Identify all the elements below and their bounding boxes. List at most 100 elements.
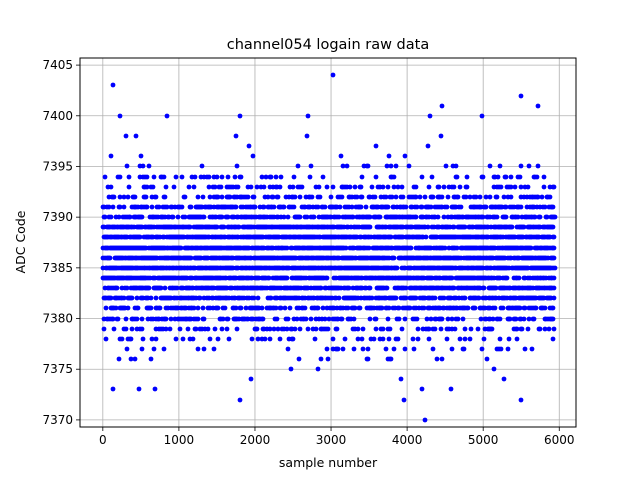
data-point [113,305,119,311]
data-point [444,204,450,210]
data-point [117,204,123,210]
data-point [347,184,353,190]
data-points [100,72,558,423]
data-point [360,346,366,352]
data-point [355,336,361,342]
data-point [462,224,468,230]
data-point [111,194,117,200]
x-tick-label: 3000 [316,433,347,447]
data-point [455,316,461,322]
data-point [525,326,531,332]
data-point [393,163,399,169]
x-tick-label: 6000 [544,433,575,447]
data-point [124,346,130,352]
data-point [102,214,108,220]
data-point [518,204,524,210]
data-point [373,326,379,332]
data-point [238,305,244,311]
data-point [144,174,150,180]
data-point [260,316,266,322]
data-point [250,153,256,159]
data-point [214,224,220,230]
data-point [125,305,131,311]
data-point [550,224,556,230]
data-point [270,194,276,200]
data-point [451,224,457,230]
data-point [413,214,419,220]
data-point [219,194,225,200]
data-point [325,356,331,362]
data-point [439,103,445,109]
data-point [367,224,373,230]
data-point [232,174,238,180]
data-point [292,326,298,332]
data-point [401,397,407,403]
data-point [261,204,267,210]
data-point [443,163,449,169]
data-point [328,194,334,200]
data-point [544,214,550,220]
data-point [449,346,455,352]
data-point [414,316,420,322]
data-point [359,194,365,200]
data-point [316,184,322,190]
data-point [284,245,290,251]
data-point [500,305,506,311]
data-point [136,386,142,392]
data-point [455,194,461,200]
data-point [297,326,303,332]
data-point [285,346,291,352]
data-point [373,174,379,180]
data-point [275,194,281,200]
data-point [349,204,355,210]
data-point [467,194,473,200]
data-point [182,194,188,200]
data-point [439,194,445,200]
data-point [115,316,121,322]
data-point [284,326,290,332]
data-point [439,316,445,322]
data-point [173,336,179,342]
data-point [219,214,225,220]
data-point [522,346,528,352]
data-point [441,184,447,190]
data-point [359,174,365,180]
data-point [295,163,301,169]
data-point [149,336,155,342]
data-point [225,214,231,220]
data-point [448,386,454,392]
data-point [369,295,375,301]
data-point [442,245,448,251]
data-point [290,336,296,342]
data-point [503,214,509,220]
data-point [373,143,379,149]
data-point [367,214,373,220]
data-point [526,163,532,169]
data-point [526,316,532,322]
data-point [419,204,425,210]
data-point [297,214,303,220]
data-point [395,336,401,342]
data-point [425,143,431,149]
data-point [438,326,444,332]
data-point [424,316,430,322]
y-tick-label: 7390 [42,210,73,224]
data-point [384,285,390,291]
data-point [462,326,468,332]
data-point [259,305,265,311]
data-point [551,245,557,251]
y-tick-label: 7405 [42,58,73,72]
data-point [369,184,375,190]
data-point [357,305,363,311]
data-point [449,316,455,322]
data-point [481,336,487,342]
data-point [192,174,198,180]
data-point [445,194,451,200]
data-point [550,336,556,342]
data-point [171,184,177,190]
data-point [422,194,428,200]
data-point [259,174,265,180]
data-point [419,386,425,392]
data-point [494,194,500,200]
data-point [273,305,279,311]
